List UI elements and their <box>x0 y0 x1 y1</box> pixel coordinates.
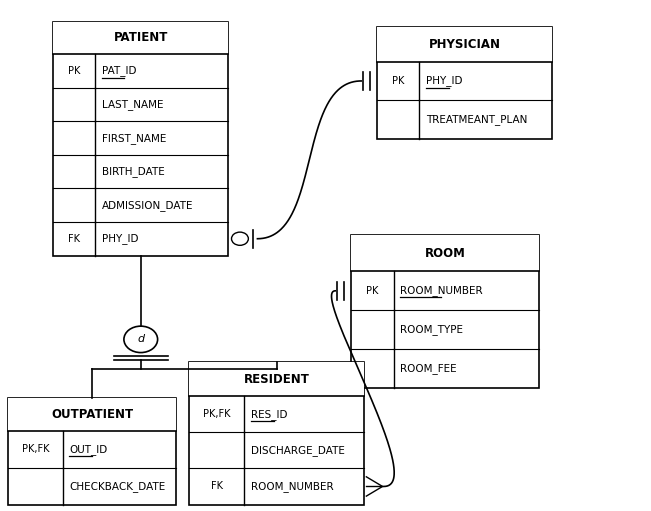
Text: ROOM_TYPE: ROOM_TYPE <box>400 324 463 335</box>
Text: d: d <box>137 334 145 344</box>
Text: TREATMEANT_PLAN: TREATMEANT_PLAN <box>426 114 527 125</box>
Text: RESIDENT: RESIDENT <box>244 373 310 386</box>
FancyBboxPatch shape <box>378 27 553 138</box>
Text: DISCHARGE_DATE: DISCHARGE_DATE <box>251 445 345 456</box>
Text: PAT_ID: PAT_ID <box>102 65 136 77</box>
Text: ROOM: ROOM <box>425 247 466 260</box>
Text: OUT_ID: OUT_ID <box>70 444 107 455</box>
Text: PK: PK <box>393 76 405 86</box>
Text: ROOM_FEE: ROOM_FEE <box>400 363 456 374</box>
Text: PK,FK: PK,FK <box>21 445 49 454</box>
FancyBboxPatch shape <box>352 235 540 388</box>
Text: ROOM_NUMBER: ROOM_NUMBER <box>251 481 333 492</box>
Text: OUTPATIENT: OUTPATIENT <box>51 408 133 421</box>
FancyBboxPatch shape <box>189 362 365 396</box>
Text: PK,FK: PK,FK <box>203 409 230 419</box>
FancyBboxPatch shape <box>53 22 229 256</box>
Text: PK: PK <box>68 66 81 76</box>
Text: BIRTH_DATE: BIRTH_DATE <box>102 166 165 177</box>
Text: CHECKBACK_DATE: CHECKBACK_DATE <box>70 481 166 492</box>
Text: FK: FK <box>68 234 80 244</box>
FancyBboxPatch shape <box>189 362 365 504</box>
FancyBboxPatch shape <box>8 398 176 431</box>
Text: ADMISSION_DATE: ADMISSION_DATE <box>102 200 193 211</box>
FancyBboxPatch shape <box>8 398 176 504</box>
Text: FK: FK <box>211 481 223 492</box>
Text: PATIENT: PATIENT <box>113 32 168 44</box>
Text: FIRST_NAME: FIRST_NAME <box>102 133 166 144</box>
FancyBboxPatch shape <box>53 22 229 54</box>
Text: PK: PK <box>367 286 379 296</box>
Text: PHY_ID: PHY_ID <box>426 76 462 86</box>
Text: PHYSICIAN: PHYSICIAN <box>429 38 501 51</box>
Text: RES_ID: RES_ID <box>251 409 288 420</box>
Text: PHY_ID: PHY_ID <box>102 233 139 244</box>
Text: LAST_NAME: LAST_NAME <box>102 99 163 110</box>
FancyBboxPatch shape <box>352 235 540 271</box>
Text: ROOM_NUMBER: ROOM_NUMBER <box>400 285 482 296</box>
FancyBboxPatch shape <box>378 27 553 62</box>
